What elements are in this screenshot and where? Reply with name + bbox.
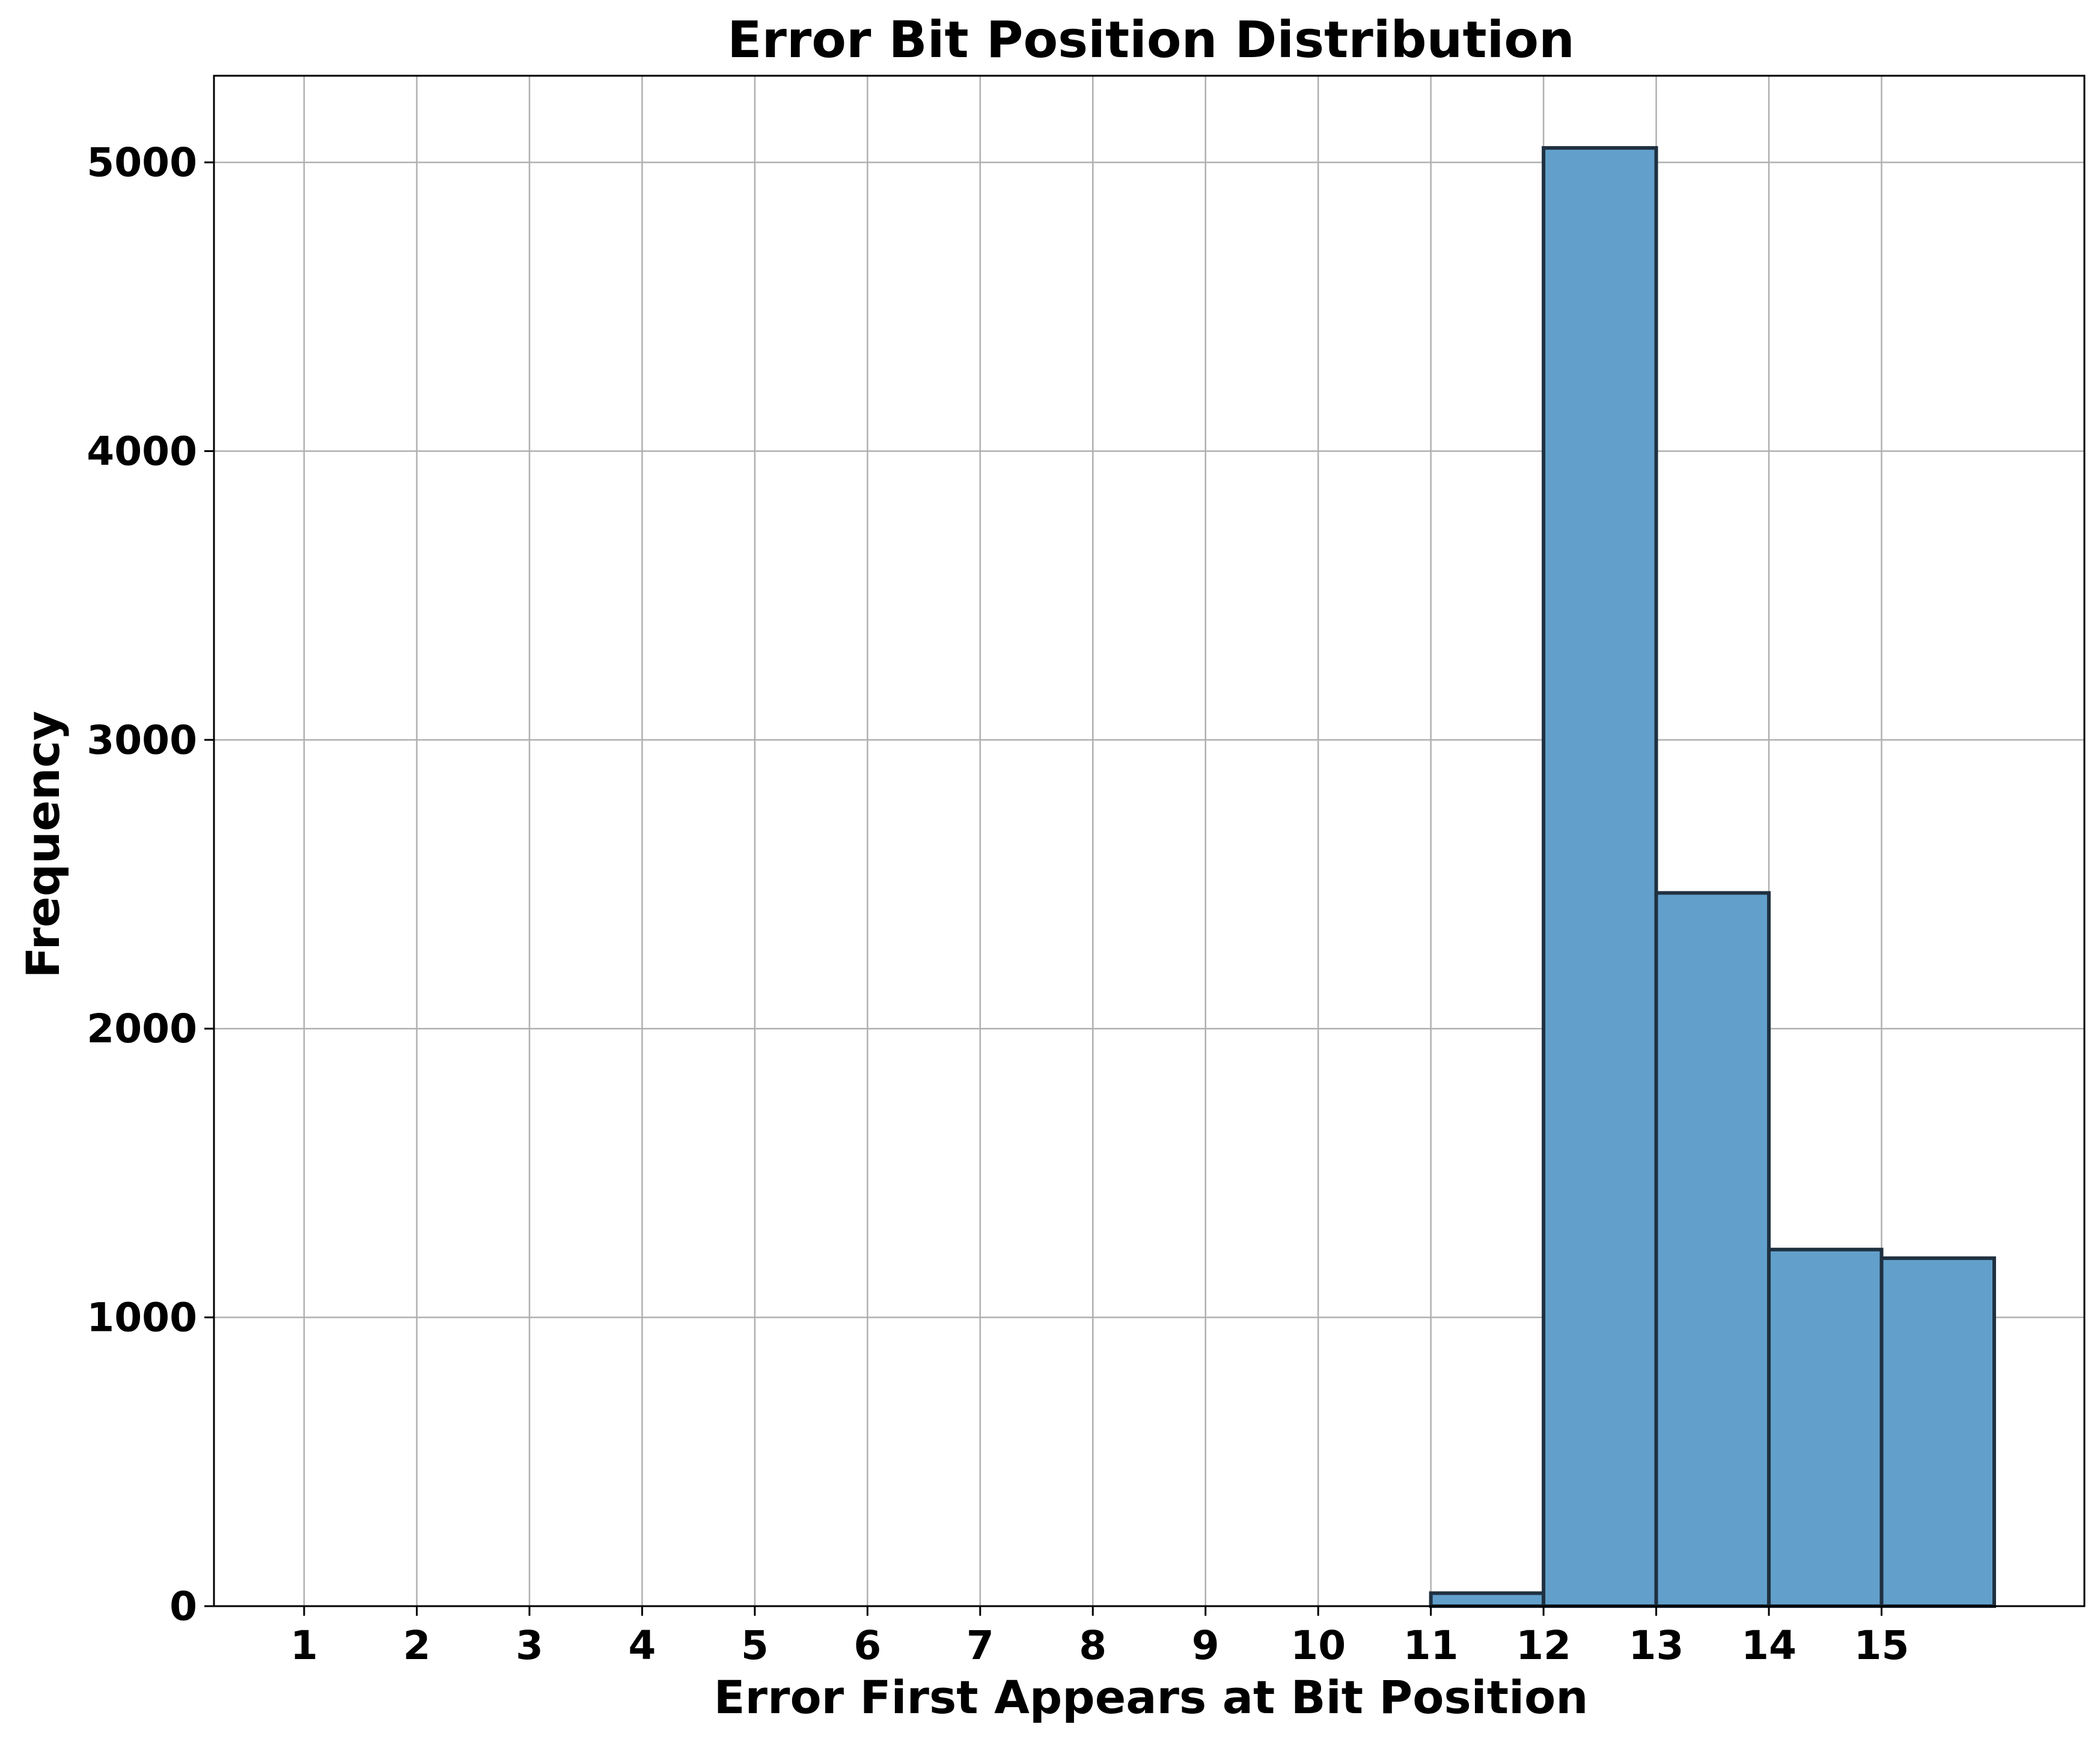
x-tick-label: 1 (290, 1622, 318, 1669)
x-tick-label: 11 (1403, 1622, 1459, 1669)
histogram-bar (1429, 1591, 1546, 1609)
histogram-bar (1879, 1256, 1997, 1608)
y-tick-label: 1000 (87, 1295, 197, 1341)
x-tick-label: 8 (1079, 1622, 1106, 1669)
plot-area-frame (213, 75, 2086, 1607)
y-tick-label: 4000 (87, 428, 197, 474)
x-tick-label: 15 (1854, 1622, 1909, 1669)
y-tick-label: 2000 (87, 1006, 197, 1052)
y-tick-labels: 0 1000 2000 3000 4000 5000 (87, 139, 197, 1630)
x-axis-label: Error First Appears at Bit Position (714, 1670, 1589, 1724)
y-axis-label: Frequency (16, 711, 70, 979)
x-tick-labels: 1 2 3 4 5 6 7 8 9 10 11 12 13 14 15 (290, 1622, 1909, 1669)
y-tick-label: 5000 (87, 139, 197, 186)
x-tick-label: 5 (741, 1622, 769, 1669)
x-tick-label: 14 (1741, 1622, 1796, 1669)
tick-marks (204, 161, 1883, 1616)
y-tick-label: 3000 (87, 717, 197, 763)
x-tick-label: 7 (966, 1622, 994, 1669)
x-tick-label: 13 (1629, 1622, 1684, 1669)
bars (1429, 146, 1997, 1609)
x-tick-label: 10 (1290, 1622, 1346, 1669)
histogram-bar (1654, 891, 1771, 1608)
x-tick-label: 4 (628, 1622, 656, 1669)
x-tick-label: 3 (516, 1622, 543, 1669)
chart-title: Error Bit Position Distribution (727, 10, 1575, 69)
histogram-bar (1767, 1247, 1884, 1608)
x-tick-label: 6 (853, 1622, 881, 1669)
x-tick-label: 9 (1192, 1622, 1219, 1669)
x-tick-label: 2 (403, 1622, 430, 1669)
x-tick-label: 12 (1516, 1622, 1571, 1669)
y-tick-label: 0 (169, 1583, 197, 1630)
histogram-bar (1542, 146, 1658, 1609)
